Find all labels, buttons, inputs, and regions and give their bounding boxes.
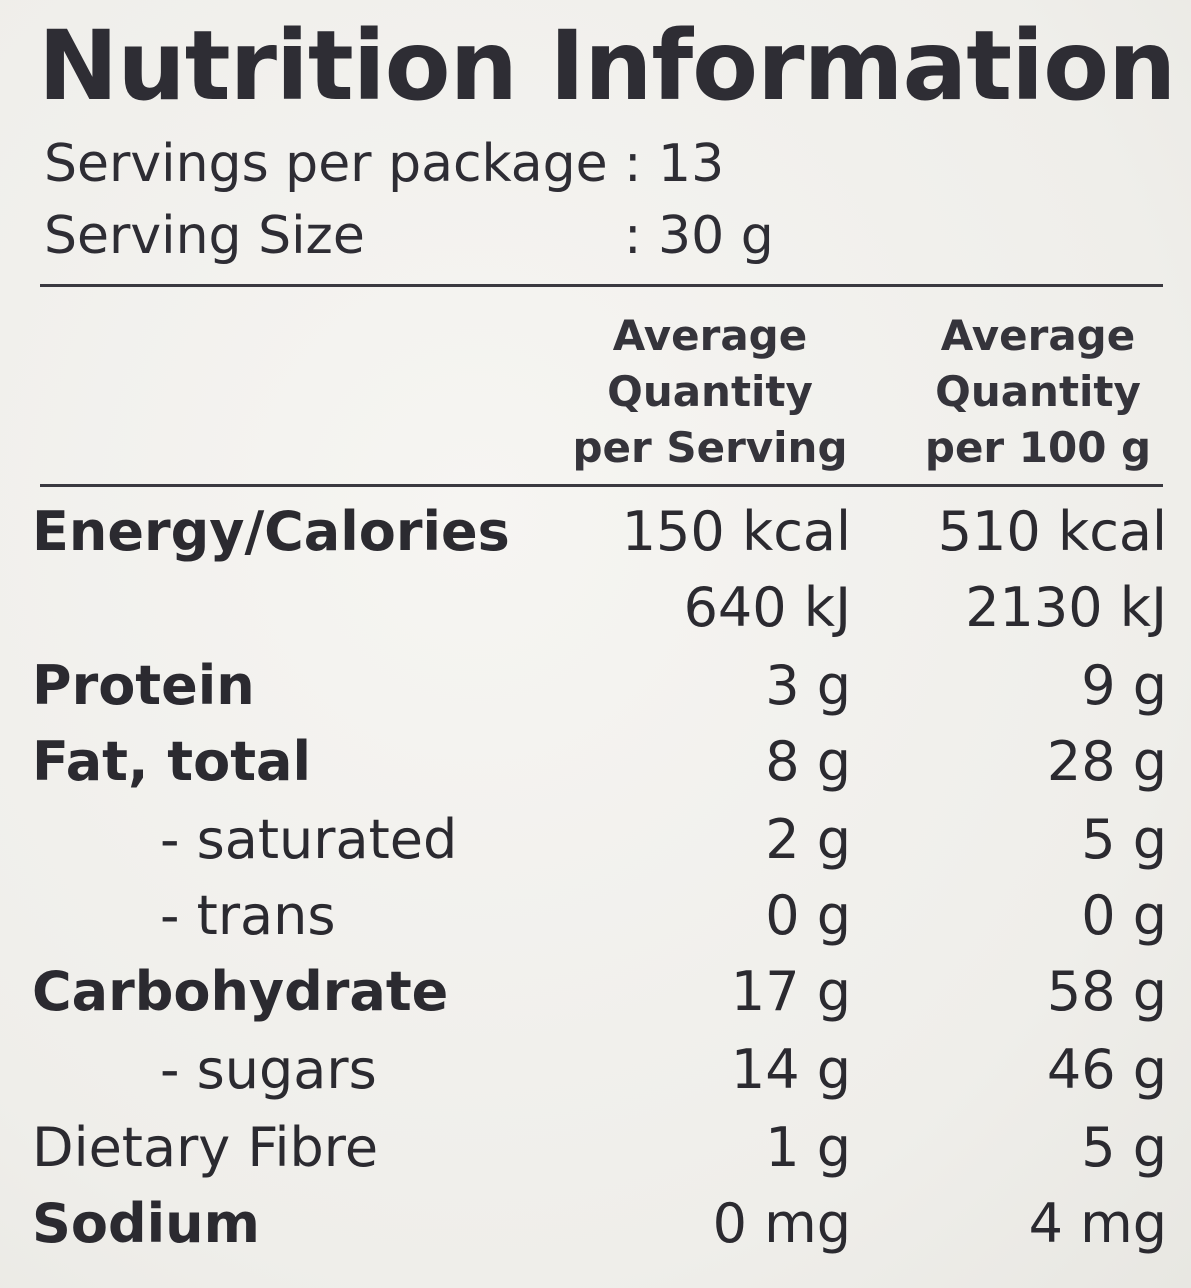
- servings-per-package: Servings per package : 13: [44, 134, 724, 194]
- nutrient-name: - sugars: [160, 1038, 377, 1101]
- table-row: Energy/Calories 150 kcal 510 kcal: [0, 494, 1191, 570]
- nutrient-name: - trans: [160, 884, 336, 947]
- value-per-100g: 5 g: [1081, 1116, 1167, 1179]
- column-header-line: Quantity: [935, 367, 1141, 416]
- column-header-per-100g: Average Quantity per 100 g: [888, 308, 1188, 476]
- column-header-line: per Serving: [572, 423, 848, 472]
- value-per-serving: 640 kJ: [683, 576, 851, 639]
- value-per-serving: 150 kcal: [621, 500, 851, 563]
- column-header-line: Quantity: [607, 367, 813, 416]
- column-header-line: Average: [940, 311, 1136, 360]
- table-row: Dietary Fibre 1 g 5 g: [0, 1110, 1191, 1186]
- table-row: Carbohydrate 17 g 58 g: [0, 954, 1191, 1030]
- value-per-100g: 58 g: [1046, 960, 1167, 1023]
- value-per-100g: 2130 kJ: [965, 576, 1167, 639]
- table-divider: [40, 484, 1163, 487]
- table-row: Protein 3 g 9 g: [0, 648, 1191, 724]
- value-per-100g: 510 kcal: [937, 500, 1167, 563]
- value-per-100g: 0 g: [1081, 884, 1167, 947]
- table-row: 640 kJ 2130 kJ: [0, 570, 1191, 646]
- column-header-per-serving: Average Quantity per Serving: [560, 308, 860, 476]
- table-row: - sugars 14 g 46 g: [0, 1032, 1191, 1108]
- value-per-serving: 14 g: [730, 1038, 851, 1101]
- value-per-serving: 0 mg: [712, 1192, 851, 1255]
- servings-per-package-label: Servings per package: [44, 134, 608, 194]
- value-per-serving: 17 g: [730, 960, 851, 1023]
- serving-size: Serving Size : 30 g: [44, 206, 774, 266]
- nutrient-name: Energy/Calories: [32, 500, 510, 563]
- value-per-100g: 4 mg: [1028, 1192, 1167, 1255]
- value-per-serving: 1 g: [765, 1116, 851, 1179]
- nutrient-name: Fat, total: [32, 730, 311, 793]
- nutrient-name: Carbohydrate: [32, 960, 449, 1023]
- servings-per-package-value: : 13: [624, 134, 725, 194]
- value-per-serving: 2 g: [765, 808, 851, 871]
- nutrition-title: Nutrition Information: [38, 10, 1176, 122]
- value-per-serving: 3 g: [765, 654, 851, 717]
- value-per-100g: 28 g: [1046, 730, 1167, 793]
- value-per-100g: 46 g: [1046, 1038, 1167, 1101]
- column-header-line: per 100 g: [924, 423, 1152, 472]
- table-row: Fat, total 8 g 28 g: [0, 724, 1191, 800]
- table-row: - trans 0 g 0 g: [0, 878, 1191, 954]
- serving-size-label: Serving Size: [44, 206, 365, 266]
- serving-size-value: : 30 g: [624, 206, 774, 266]
- table-row: Sodium 0 mg 4 mg: [0, 1186, 1191, 1262]
- value-per-100g: 5 g: [1081, 808, 1167, 871]
- header-divider: [40, 284, 1163, 287]
- value-per-serving: 8 g: [765, 730, 851, 793]
- value-per-100g: 9 g: [1081, 654, 1167, 717]
- nutrient-name: Sodium: [32, 1192, 260, 1255]
- nutrient-name: Protein: [32, 654, 255, 717]
- column-header-line: Average: [612, 311, 808, 360]
- table-row: - saturated 2 g 5 g: [0, 802, 1191, 878]
- value-per-serving: 0 g: [765, 884, 851, 947]
- nutrient-name: - saturated: [160, 808, 458, 871]
- nutrient-name: Dietary Fibre: [32, 1116, 379, 1179]
